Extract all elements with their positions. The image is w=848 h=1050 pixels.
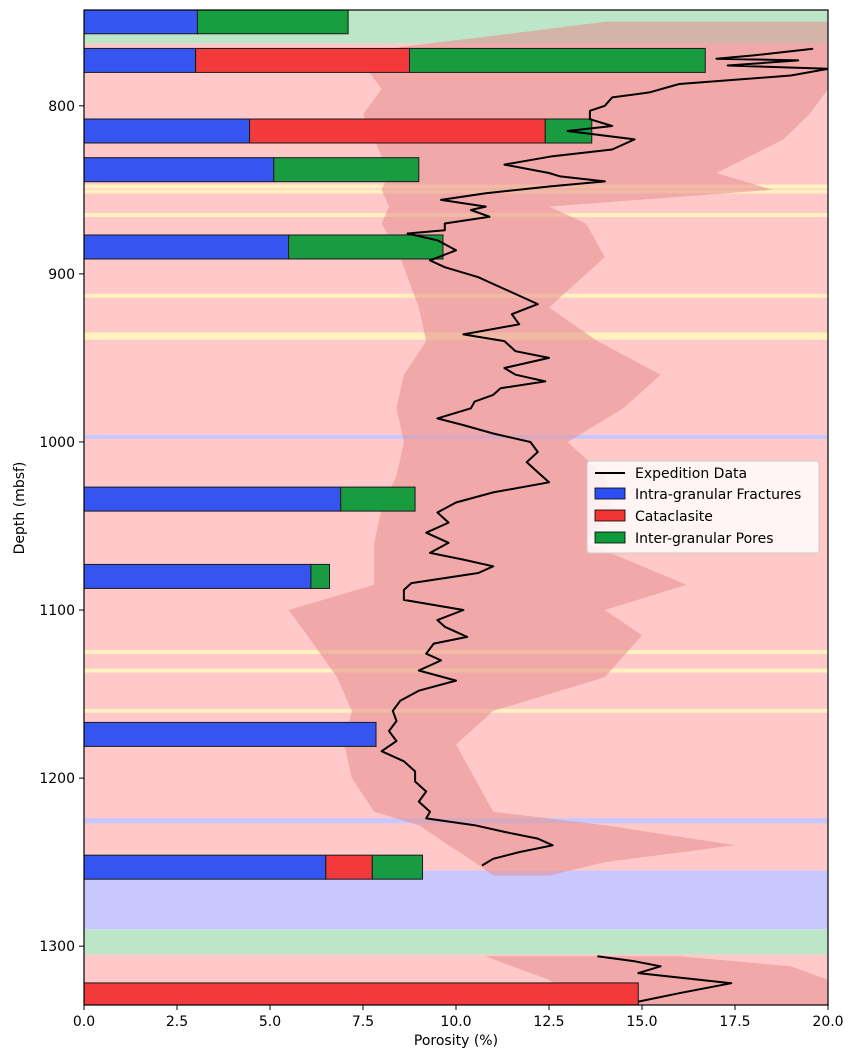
x-tick-label-3: 7.5	[352, 1014, 374, 1030]
x-tick-label-2: 5.0	[259, 1014, 281, 1030]
bar-7-intra	[84, 721, 377, 747]
legend: Expedition Data Intra-granular Fractures…	[586, 460, 820, 554]
legend-label-inter: Inter-granular Pores	[635, 531, 774, 547]
y-tick-label-0: 800	[48, 99, 75, 115]
legend-label-cataclasite: Cataclasite	[635, 509, 713, 525]
bar-9-cataclasite	[84, 982, 639, 1005]
x-axis-ticks: 0.0 2.5 5.0 7.5 10.0 12.5 15.0 17.5 20.0	[73, 1005, 844, 1030]
bar-3-intra	[84, 157, 275, 183]
x-tick-label-7: 17.5	[719, 1014, 750, 1030]
bar-3-inter	[273, 157, 420, 183]
x-axis-label: Porosity (%)	[414, 1033, 498, 1049]
bar-2-cataclasite	[249, 118, 546, 144]
y-tick-label-4: 1200	[39, 771, 75, 787]
y-axis-ticks: 800 900 1000 1100 1200 1300	[39, 99, 84, 955]
bar-4-inter	[288, 234, 444, 260]
bar-5-inter	[340, 486, 416, 512]
bar-4-intra	[84, 234, 290, 260]
x-tick-label-8: 20.0	[812, 1014, 843, 1030]
y-tick-label-1: 900	[48, 267, 75, 283]
x-tick-label-4: 10.0	[440, 1014, 471, 1030]
bar-0-inter	[196, 10, 349, 35]
legend-swatch-intra	[594, 487, 626, 500]
expedition-line-segment-1	[597, 955, 733, 1003]
stacked-bars	[84, 10, 706, 1005]
y-axis-label: Depth (mbsf)	[12, 462, 28, 555]
bar-6-intra	[84, 563, 312, 589]
x-tick-label-5: 12.5	[533, 1014, 564, 1030]
y-tick-label-2: 1000	[39, 435, 75, 451]
bar-0-intra	[84, 10, 198, 35]
bar-8-cataclasite	[325, 854, 373, 880]
y-tick-label-3: 1100	[39, 603, 75, 619]
bar-5-intra	[84, 486, 342, 512]
bar-8-inter	[371, 854, 424, 880]
legend-label-intra: Intra-granular Fractures	[635, 487, 801, 503]
bar-1-cataclasite	[195, 47, 410, 73]
bar-1-inter	[409, 47, 706, 73]
bar-8-intra	[84, 854, 327, 880]
bar-2-intra	[84, 118, 251, 144]
y-tick-label-5: 1300	[39, 939, 75, 955]
background-band-4	[84, 870, 828, 930]
expedition-line-segment-0	[380, 47, 828, 867]
legend-swatch-inter	[594, 531, 626, 544]
legend-label-expedition: Expedition Data	[635, 466, 747, 482]
expedition-line	[380, 47, 828, 1003]
x-tick-label-1: 2.5	[166, 1014, 188, 1030]
bar-6-inter	[310, 563, 331, 589]
bar-1-intra	[84, 47, 197, 73]
legend-swatch-cataclasite	[594, 509, 626, 522]
x-tick-label-0: 0.0	[73, 1014, 95, 1030]
x-tick-label-6: 15.0	[626, 1014, 657, 1030]
background-band-5	[84, 929, 828, 955]
legend-box	[586, 460, 820, 554]
